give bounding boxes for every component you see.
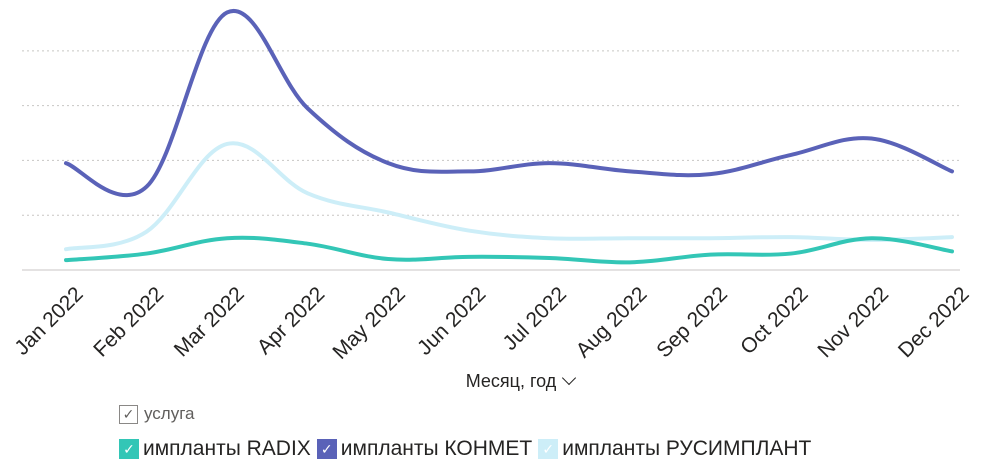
legend-item-0[interactable]: ✓ импланты RADIX xyxy=(119,437,311,461)
x-axis-title[interactable]: Месяц, год xyxy=(0,370,990,392)
series-line-0[interactable] xyxy=(64,235,954,265)
x-tick-label: Jul 2022 xyxy=(499,282,571,354)
x-tick-label: Dec 2022 xyxy=(894,282,974,362)
legend-check-icon: ✓ xyxy=(538,439,559,459)
x-tick-label: Nov 2022 xyxy=(813,282,893,362)
x-tick-label: Sep 2022 xyxy=(652,282,732,362)
legend-item-2[interactable]: ✓ импланты РУСИМПЛАНТ xyxy=(538,437,811,461)
legend-item-1[interactable]: ✓ импланты КОНМЕТ xyxy=(316,437,533,461)
x-tick-label: Jun 2022 xyxy=(413,282,490,359)
legend-label: импланты КОНМЕТ xyxy=(340,437,533,460)
series-line-1[interactable] xyxy=(64,8,954,197)
x-tick-label: Mar 2022 xyxy=(170,282,249,361)
checkbox-icon: ✓ xyxy=(119,404,138,424)
x-tick-label: Oct 2022 xyxy=(736,282,813,359)
x-tick-label: May 2022 xyxy=(328,282,409,363)
x-tick-label: Apr 2022 xyxy=(253,282,330,359)
legend-check-icon: ✓ xyxy=(119,439,139,459)
line-chart: Jan 2022 Feb 2022 Mar 2022 Apr 2022 May 2022… xyxy=(10,8,974,364)
legend-title-text: услуга xyxy=(144,404,195,423)
legend: ✓ импланты RADIX ✓ импланты КОНМЕТ ✓ импланты… xyxy=(119,437,817,461)
legend-check-icon: ✓ xyxy=(316,439,337,459)
x-tick-label: Jan 2022 xyxy=(10,282,87,359)
legend-label: импланты РУСИМПЛАНТ xyxy=(562,437,812,460)
series-line-2[interactable] xyxy=(64,141,954,252)
chevron-down-icon xyxy=(562,370,577,386)
legend-title: ✓ услуга xyxy=(119,404,195,424)
gridlines xyxy=(22,50,960,216)
series-layer xyxy=(64,8,954,265)
x-tick-label: Aug 2022 xyxy=(572,282,652,362)
x-tick-labels: Jan 2022 Feb 2022 Mar 2022 Apr 2022 May 2022… xyxy=(10,282,973,363)
x-axis-title-text: Месяц, год xyxy=(465,371,557,391)
legend-label: импланты RADIX xyxy=(143,437,311,460)
x-tick-label: Feb 2022 xyxy=(89,282,168,361)
